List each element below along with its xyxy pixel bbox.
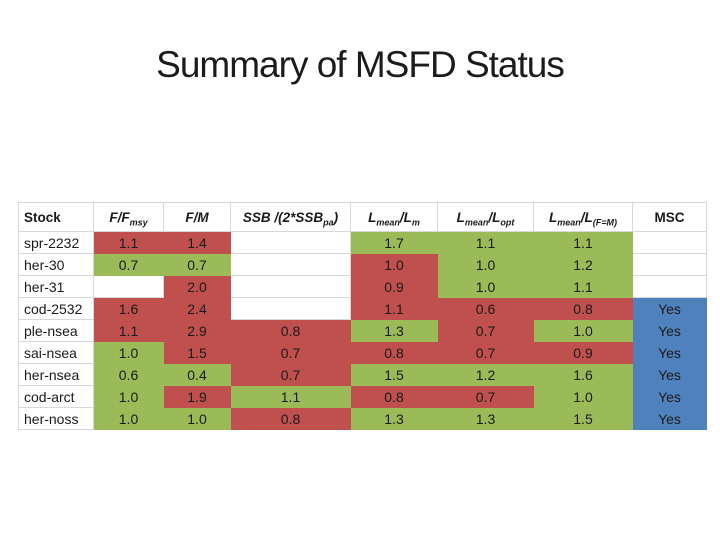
value-cell: 1.6 xyxy=(93,297,164,320)
msfd-status-table: Stock F/Fmsy F/M SSB /(2*SSBpa) Lmean/Lm Lmea… xyxy=(18,202,707,430)
value-cell: 1.1 xyxy=(93,231,164,254)
stock-name-cell: sai-nsea xyxy=(18,341,94,364)
value-cell xyxy=(230,297,351,320)
value-cell: 1.2 xyxy=(533,253,633,276)
stock-name-cell: cod-2532 xyxy=(18,297,94,320)
value-cell: 1.1 xyxy=(437,231,534,254)
stock-name-cell: her-30 xyxy=(18,253,94,276)
value-cell: 1.7 xyxy=(350,231,438,254)
value-cell: 1.5 xyxy=(163,341,231,364)
value-cell: 1.0 xyxy=(437,275,534,298)
value-cell: 1.1 xyxy=(350,297,438,320)
value-cell: 1.3 xyxy=(350,319,438,342)
value-cell xyxy=(230,275,351,298)
value-cell: 1.0 xyxy=(437,253,534,276)
value-cell xyxy=(93,275,164,298)
value-cell: 1.1 xyxy=(230,385,351,408)
value-cell: 1.0 xyxy=(163,407,231,430)
value-cell: 1.5 xyxy=(350,363,438,386)
value-cell: Yes xyxy=(632,385,707,408)
table-row: ple-nsea 1.1 2.9 0.8 1.3 0.7 1.0 Yes xyxy=(18,319,707,342)
value-cell: 0.7 xyxy=(230,363,351,386)
column-header-ssb: SSB /(2*SSBpa) xyxy=(230,202,351,232)
value-cell: 0.8 xyxy=(533,297,633,320)
value-cell xyxy=(632,253,707,276)
stock-name-cell: spr-2232 xyxy=(18,231,94,254)
stock-name-cell: her-nsea xyxy=(18,363,94,386)
value-cell xyxy=(230,231,351,254)
value-cell: 0.7 xyxy=(437,319,534,342)
value-cell: 0.9 xyxy=(350,275,438,298)
slide-title: Summary of MSFD Status xyxy=(156,44,565,85)
value-cell: Yes xyxy=(632,341,707,364)
value-cell: Yes xyxy=(632,297,707,320)
value-cell: 1.0 xyxy=(93,341,164,364)
stock-name-cell: ple-nsea xyxy=(18,319,94,342)
stock-name-cell: her-noss xyxy=(18,407,94,430)
value-cell: 1.0 xyxy=(93,385,164,408)
table-row: her-31 2.0 0.9 1.0 1.1 xyxy=(18,275,707,298)
column-header-f_fmsy: F/Fmsy xyxy=(93,202,164,232)
column-header-lmean_lm: Lmean/Lm xyxy=(350,202,438,232)
value-cell: 0.6 xyxy=(437,297,534,320)
value-cell xyxy=(632,231,707,254)
stock-name-cell: her-31 xyxy=(18,275,94,298)
value-cell: 0.7 xyxy=(163,253,231,276)
value-cell: 1.9 xyxy=(163,385,231,408)
column-header-stock: Stock xyxy=(18,202,94,232)
value-cell: 0.6 xyxy=(93,363,164,386)
value-cell: 1.0 xyxy=(350,253,438,276)
column-header-f_m: F/M xyxy=(163,202,231,232)
value-cell: Yes xyxy=(632,407,707,430)
table-row: cod-2532 1.6 2.4 1.1 0.6 0.8 Yes xyxy=(18,297,707,320)
value-cell: 1.0 xyxy=(93,407,164,430)
value-cell: 1.5 xyxy=(533,407,633,430)
value-cell: 1.0 xyxy=(533,319,633,342)
value-cell: 0.7 xyxy=(437,385,534,408)
value-cell: Yes xyxy=(632,363,707,386)
value-cell: 1.1 xyxy=(93,319,164,342)
value-cell: 1.3 xyxy=(437,407,534,430)
value-cell: 0.7 xyxy=(230,341,351,364)
value-cell: 0.8 xyxy=(230,319,351,342)
value-cell: 1.3 xyxy=(350,407,438,430)
value-cell: 2.4 xyxy=(163,297,231,320)
value-cell: 0.8 xyxy=(230,407,351,430)
value-cell: 0.8 xyxy=(350,341,438,364)
value-cell: 0.7 xyxy=(437,341,534,364)
value-cell: 1.1 xyxy=(533,275,633,298)
table-row: spr-2232 1.1 1.4 1.7 1.1 1.1 xyxy=(18,231,707,254)
value-cell: 0.9 xyxy=(533,341,633,364)
table-body: spr-2232 1.1 1.4 1.7 1.1 1.1 her-30 0.7 0.7 1.0 1.… xyxy=(18,231,707,430)
value-cell xyxy=(230,253,351,276)
value-cell: 1.1 xyxy=(533,231,633,254)
table-row: her-30 0.7 0.7 1.0 1.0 1.2 xyxy=(18,253,707,276)
table-row: cod-arct 1.0 1.9 1.1 0.8 0.7 1.0 Yes xyxy=(18,385,707,408)
value-cell: Yes xyxy=(632,319,707,342)
column-header-lmean_lopt: Lmean/Lopt xyxy=(437,202,534,232)
column-header-lmean_lfm: Lmean/L(F=M) xyxy=(533,202,633,232)
value-cell: 1.2 xyxy=(437,363,534,386)
value-cell: 1.6 xyxy=(533,363,633,386)
table-row: her-noss 1.0 1.0 0.8 1.3 1.3 1.5 Yes xyxy=(18,407,707,430)
value-cell: 0.7 xyxy=(93,253,164,276)
column-header-msc: MSC xyxy=(632,202,707,232)
stock-name-cell: cod-arct xyxy=(18,385,94,408)
value-cell xyxy=(632,275,707,298)
table-row: her-nsea 0.6 0.4 0.7 1.5 1.2 1.6 Yes xyxy=(18,363,707,386)
value-cell: 0.8 xyxy=(350,385,438,408)
value-cell: 1.0 xyxy=(533,385,633,408)
value-cell: 2.0 xyxy=(163,275,231,298)
table-row: sai-nsea 1.0 1.5 0.7 0.8 0.7 0.9 Yes xyxy=(18,341,707,364)
value-cell: 2.9 xyxy=(163,319,231,342)
header-row: Stock F/Fmsy F/M SSB /(2*SSBpa) Lmean/Lm Lmea… xyxy=(18,202,707,232)
value-cell: 1.4 xyxy=(163,231,231,254)
value-cell: 0.4 xyxy=(163,363,231,386)
